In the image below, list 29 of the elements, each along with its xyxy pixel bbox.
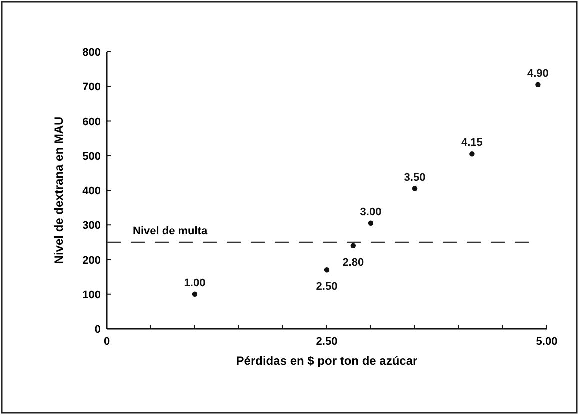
annotation: 2.50	[316, 281, 338, 294]
point	[368, 220, 374, 226]
y-tick-label: 200	[82, 254, 101, 267]
point	[192, 292, 198, 297]
point	[324, 268, 330, 273]
y-tick-label: 700	[82, 82, 101, 94]
point	[412, 186, 418, 192]
y-tick-label: 300	[82, 220, 101, 232]
annotation: 3.00	[360, 206, 382, 218]
y-axis-title: Nivel de dextrana en MAU	[52, 116, 66, 264]
annotation: 3.50	[404, 172, 426, 184]
annotation: 2.80	[342, 256, 364, 269]
point	[470, 152, 475, 157]
y-tick-label: 0	[94, 324, 101, 336]
y-tick-label: 600	[82, 116, 101, 128]
ref-line-label: Nivel de multa	[133, 225, 208, 238]
annotation: 4.90	[527, 68, 549, 80]
y-tick-label: 100	[82, 289, 101, 302]
x-tick-label: 5.00	[536, 336, 558, 348]
y-tick-label: 800	[82, 47, 101, 59]
x-tick-label: 0	[104, 336, 110, 348]
annotation: 4.15	[461, 137, 483, 150]
x-axis-title: Pérdidas en $ por ton de azúcar	[236, 354, 418, 368]
annotation: 1.00	[184, 277, 206, 290]
point	[350, 243, 356, 248]
x-tick-label: 2.50	[316, 336, 338, 348]
y-tick-label: 500	[82, 150, 101, 163]
point	[536, 82, 541, 88]
y-tick-label: 400	[82, 186, 101, 198]
